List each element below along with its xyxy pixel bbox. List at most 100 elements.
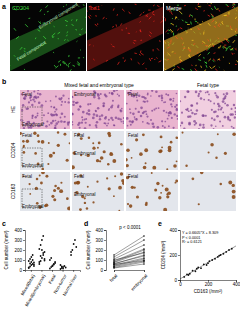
- stained-cell: [160, 135, 163, 138]
- cell-signal: [154, 59, 156, 60]
- stained-cell: [37, 140, 40, 143]
- tick-label: 0: [174, 278, 177, 283]
- cell-signal: [53, 52, 55, 54]
- cell-signal: [58, 61, 61, 63]
- cell-signal: [198, 69, 199, 70]
- nucleus: [50, 113, 53, 116]
- cell-signal: [208, 59, 210, 61]
- cell-signal: [47, 11, 49, 13]
- cell-signal: [195, 8, 198, 10]
- cell-signal: [172, 18, 174, 20]
- cell-signal: [231, 49, 233, 51]
- nucleus: [168, 125, 170, 127]
- data-point: [113, 263, 115, 265]
- cell-signal: [68, 65, 69, 67]
- nucleus: [175, 108, 178, 111]
- nucleus: [117, 93, 119, 95]
- nucleus: [111, 92, 113, 94]
- nucleus: [172, 100, 174, 102]
- nucleus: [151, 90, 153, 92]
- data-point: [197, 267, 199, 269]
- stained-cell: [67, 206, 70, 210]
- cell-signal: [43, 14, 45, 15]
- cell-signal: [212, 66, 215, 68]
- nucleus: [138, 95, 140, 97]
- nucleus: [233, 104, 235, 106]
- cell-signal: [20, 47, 22, 50]
- stained-cell: [210, 143, 214, 147]
- cell-signal: [233, 40, 235, 43]
- cell-signal: [149, 17, 151, 20]
- nucleus: [224, 102, 226, 104]
- axis-line: [104, 231, 107, 271]
- nucleus: [167, 118, 169, 120]
- tick-label: 400: [169, 228, 177, 233]
- cell-signal: [153, 5, 155, 6]
- tick-mark: [104, 260, 106, 261]
- cell-signal: [80, 49, 82, 50]
- cell-signal: [174, 64, 176, 66]
- tick-mark: [23, 270, 25, 271]
- cell-signal: [69, 69, 71, 71]
- cell-signal: [90, 15, 92, 17]
- stained-cell: [158, 149, 162, 153]
- nucleus: [143, 96, 145, 98]
- data-point: [28, 260, 30, 262]
- cell-signal: [65, 63, 67, 66]
- stained-cell: [51, 195, 54, 198]
- nucleus: [180, 125, 181, 127]
- nucleus: [151, 122, 154, 125]
- stained-cell: [145, 162, 147, 164]
- cell-signal: [83, 4, 85, 6]
- cell-signal: [14, 55, 15, 56]
- nucleus: [234, 116, 236, 118]
- nucleus: [54, 127, 57, 129]
- nucleus: [89, 103, 91, 105]
- cell-signal: [111, 43, 112, 45]
- nucleus: [157, 126, 160, 129]
- cell-signal: [205, 62, 207, 64]
- nucleus: [31, 117, 33, 119]
- stained-cell: [99, 160, 101, 162]
- cell-signal: [164, 17, 165, 18]
- cell-signal: [208, 52, 210, 54]
- tissue-band: [164, 6, 238, 71]
- nucleus: [84, 127, 87, 129]
- cell-signal: [226, 40, 229, 43]
- tick-mark: [73, 270, 74, 272]
- cell-signal: [73, 65, 75, 66]
- cell-signal: [230, 49, 231, 51]
- stained-cell: [37, 134, 40, 137]
- nucleus: [174, 106, 176, 108]
- cell-signal: [212, 60, 214, 61]
- image-background: [72, 90, 124, 129]
- cell-signal: [25, 24, 28, 27]
- tick-label: 200: [14, 248, 22, 253]
- cell-signal: [178, 32, 179, 34]
- nucleus: [222, 125, 224, 127]
- nucleus: [153, 109, 155, 111]
- cell-signal: [223, 70, 225, 71]
- cell-signal: [182, 20, 183, 22]
- tick: 200: [205, 280, 213, 287]
- nucleus: [224, 95, 226, 97]
- nucleus: [129, 120, 131, 122]
- data-point: [41, 239, 43, 241]
- cell-signal: [133, 42, 135, 44]
- image-content: [20, 90, 70, 129]
- nucleus: [194, 113, 196, 115]
- tick: Mixed(embryonal): [24, 270, 47, 307]
- cell-signal: [130, 58, 132, 60]
- data-point: [62, 268, 64, 270]
- cell-signal: [93, 59, 94, 60]
- stained-cell: [156, 182, 159, 185]
- plot-area: [28, 235, 77, 270]
- stained-cell: [57, 144, 60, 147]
- cell-signal: [205, 62, 207, 65]
- cell-signal: [219, 66, 220, 68]
- fluorescence-image: Iba1: [86, 3, 163, 71]
- cell-signal: [129, 12, 131, 14]
- cell-signal: [209, 5, 211, 7]
- stained-cell: [168, 146, 172, 150]
- stained-cell: [49, 154, 53, 158]
